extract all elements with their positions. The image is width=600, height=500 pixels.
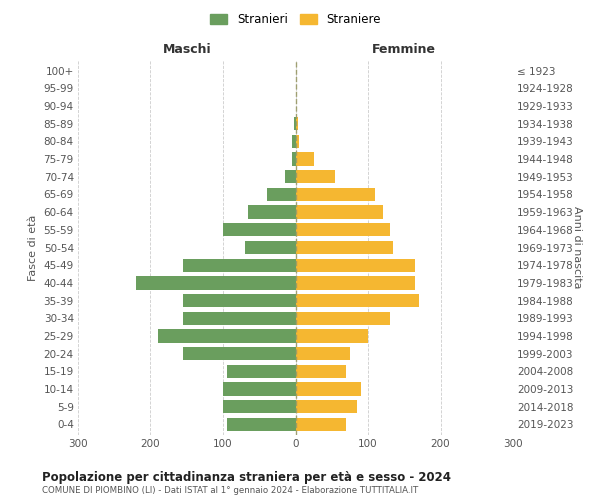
Legend: Stranieri, Straniere: Stranieri, Straniere: [206, 10, 385, 29]
Bar: [223, 223, 296, 236]
Bar: [296, 206, 383, 219]
Text: Femmine: Femmine: [372, 44, 436, 57]
Bar: [296, 294, 419, 307]
Text: COMUNE DI PIOMBINO (LI) - Dati ISTAT al 1° gennaio 2024 - Elaborazione TUTTITALI: COMUNE DI PIOMBINO (LI) - Dati ISTAT al …: [42, 486, 418, 495]
Bar: [296, 400, 357, 413]
Bar: [183, 312, 296, 325]
Bar: [296, 312, 390, 325]
Text: Maschi: Maschi: [163, 44, 211, 57]
Bar: [296, 364, 346, 378]
Bar: [223, 400, 296, 413]
Bar: [296, 330, 368, 342]
Bar: [296, 170, 335, 183]
Bar: [296, 418, 346, 431]
Bar: [296, 223, 390, 236]
Bar: [296, 117, 298, 130]
Text: Popolazione per cittadinanza straniera per età e sesso - 2024: Popolazione per cittadinanza straniera p…: [42, 471, 451, 484]
Bar: [294, 117, 296, 130]
Y-axis label: Anni di nascita: Anni di nascita: [572, 206, 582, 289]
Bar: [292, 152, 296, 166]
Bar: [227, 364, 296, 378]
Bar: [245, 241, 296, 254]
Bar: [296, 258, 415, 272]
Bar: [223, 382, 296, 396]
Bar: [136, 276, 296, 289]
Bar: [183, 258, 296, 272]
Bar: [296, 188, 375, 201]
Bar: [248, 206, 296, 219]
Bar: [266, 188, 296, 201]
Bar: [227, 418, 296, 431]
Bar: [158, 330, 296, 342]
Bar: [296, 152, 314, 166]
Bar: [296, 347, 350, 360]
Bar: [296, 134, 299, 148]
Bar: [296, 382, 361, 396]
Bar: [292, 134, 296, 148]
Bar: [284, 170, 296, 183]
Bar: [183, 294, 296, 307]
Y-axis label: Fasce di età: Fasce di età: [28, 214, 38, 280]
Bar: [183, 347, 296, 360]
Bar: [296, 276, 415, 289]
Bar: [296, 241, 394, 254]
